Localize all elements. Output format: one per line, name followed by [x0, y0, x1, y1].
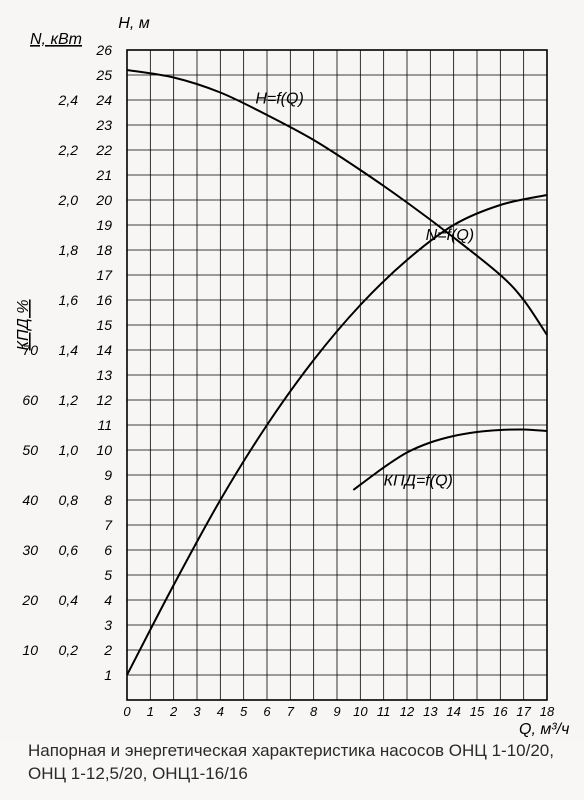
- h-tick-label: 7: [104, 517, 113, 533]
- kpd-axis-title: КПД %: [15, 300, 32, 351]
- x-tick-label: 8: [310, 704, 318, 719]
- kpd-tick-label: 30: [22, 542, 38, 558]
- h-tick-label: 23: [95, 117, 112, 133]
- n-tick-label: 1,8: [59, 242, 79, 258]
- h-tick-label: 14: [96, 342, 112, 358]
- h-tick-label: 5: [104, 567, 112, 583]
- n-tick-label: 1,2: [59, 392, 79, 408]
- h-tick-label: 2: [103, 642, 112, 658]
- h-tick-label: 12: [96, 392, 112, 408]
- curve-KPD-label: КПД=f(Q): [384, 473, 453, 490]
- pump-characteristic-chart: 0123456789101112131415161718Q, м³/ч12345…: [0, 0, 584, 740]
- x-tick-label: 6: [263, 704, 271, 719]
- kpd-tick-label: 10: [22, 642, 38, 658]
- x-tick-label: 13: [423, 704, 438, 719]
- h-tick-label: 1: [104, 667, 112, 683]
- h-tick-label: 9: [104, 467, 112, 483]
- x-tick-label: 12: [400, 704, 415, 719]
- h-tick-label: 15: [96, 317, 112, 333]
- x-tick-label: 5: [240, 704, 248, 719]
- kpd-tick-label: 50: [22, 442, 38, 458]
- x-tick-label: 2: [169, 704, 178, 719]
- h-axis-title: H, м: [118, 15, 149, 32]
- x-tick-label: 7: [287, 704, 295, 719]
- x-tick-label: 1: [147, 704, 154, 719]
- h-tick-label: 17: [96, 267, 113, 283]
- h-tick-label: 13: [96, 367, 112, 383]
- h-tick-label: 22: [95, 142, 112, 158]
- n-tick-label: 1,6: [59, 292, 79, 308]
- kpd-tick-label: 40: [22, 492, 38, 508]
- x-tick-label: 4: [217, 704, 224, 719]
- x-tick-label: 9: [333, 704, 340, 719]
- h-tick-label: 20: [95, 192, 112, 208]
- x-tick-label: 17: [516, 704, 531, 719]
- x-tick-label: 14: [446, 704, 460, 719]
- h-tick-label: 6: [104, 542, 112, 558]
- x-tick-label: 15: [470, 704, 485, 719]
- h-tick-label: 11: [97, 417, 112, 433]
- h-tick-label: 21: [95, 167, 112, 183]
- h-tick-label: 24: [95, 92, 112, 108]
- kpd-tick-label: 60: [22, 392, 38, 408]
- x-tick-label: 10: [353, 704, 368, 719]
- n-tick-label: 1,4: [59, 342, 79, 358]
- n-tick-label: 2,4: [58, 92, 79, 108]
- x-tick-label: 16: [493, 704, 508, 719]
- chart-caption: Напорная и энергетическая характеристика…: [28, 740, 556, 786]
- x-tick-label: 11: [377, 704, 391, 719]
- h-tick-label: 8: [104, 492, 112, 508]
- h-tick-label: 19: [96, 217, 112, 233]
- n-tick-label: 0,2: [59, 642, 79, 658]
- kpd-tick-label: 20: [21, 592, 38, 608]
- n-tick-label: 0,6: [59, 542, 79, 558]
- x-tick-label: 18: [540, 704, 555, 719]
- n-tick-label: 1,0: [59, 442, 79, 458]
- h-tick-label: 4: [104, 592, 112, 608]
- h-tick-label: 3: [104, 617, 112, 633]
- n-tick-label: 0,4: [59, 592, 79, 608]
- h-tick-label: 26: [95, 42, 112, 58]
- n-tick-label: 0,8: [59, 492, 79, 508]
- curve-N-label: N=f(Q): [426, 227, 474, 244]
- n-axis-title: N, кВт: [30, 31, 82, 48]
- x-tick-label: 0: [123, 704, 131, 719]
- x-tick-label: 3: [193, 704, 201, 719]
- n-tick-label: 2,2: [58, 142, 79, 158]
- x-axis-title: Q, м³/ч: [519, 721, 569, 738]
- h-tick-label: 25: [95, 67, 112, 83]
- h-tick-label: 16: [96, 292, 112, 308]
- n-tick-label: 2,0: [58, 192, 79, 208]
- curve-H-label: H=f(Q): [255, 90, 303, 107]
- h-tick-label: 10: [96, 442, 112, 458]
- h-tick-label: 18: [96, 242, 112, 258]
